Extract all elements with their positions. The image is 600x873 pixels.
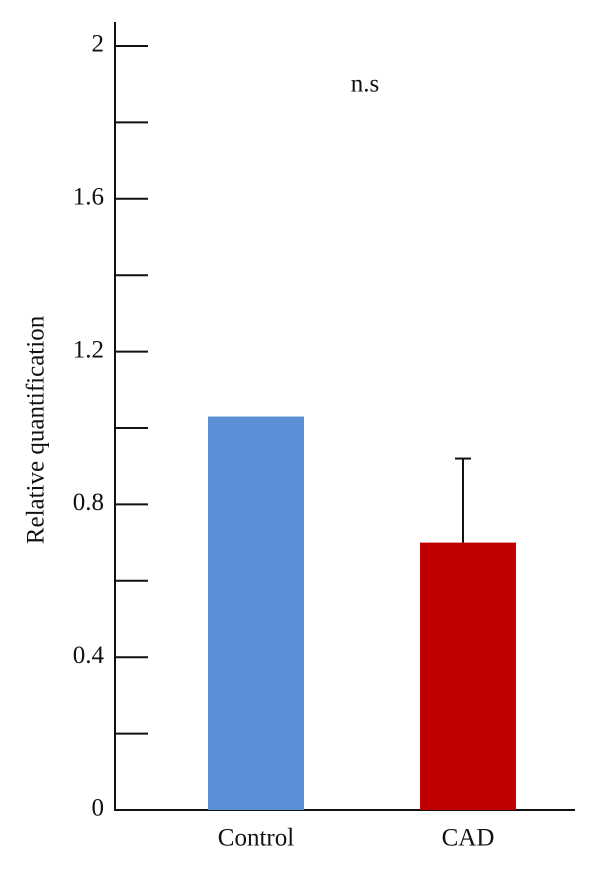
- y-tick-label: 1.2: [73, 336, 104, 363]
- y-axis-label: Relative quantification: [23, 315, 50, 544]
- y-tick-label: 1.6: [73, 184, 104, 211]
- annotation: n.s: [351, 71, 379, 98]
- y-tick-label: 0.4: [73, 642, 105, 669]
- x-tick-label: CAD: [442, 825, 495, 852]
- x-tick-label: Control: [218, 825, 294, 852]
- y-tick-label: 0.8: [73, 489, 104, 516]
- y-tick-label: 2: [92, 31, 105, 58]
- y-tick-label: 0: [92, 795, 105, 822]
- bar: [208, 416, 304, 810]
- bar: [420, 542, 516, 810]
